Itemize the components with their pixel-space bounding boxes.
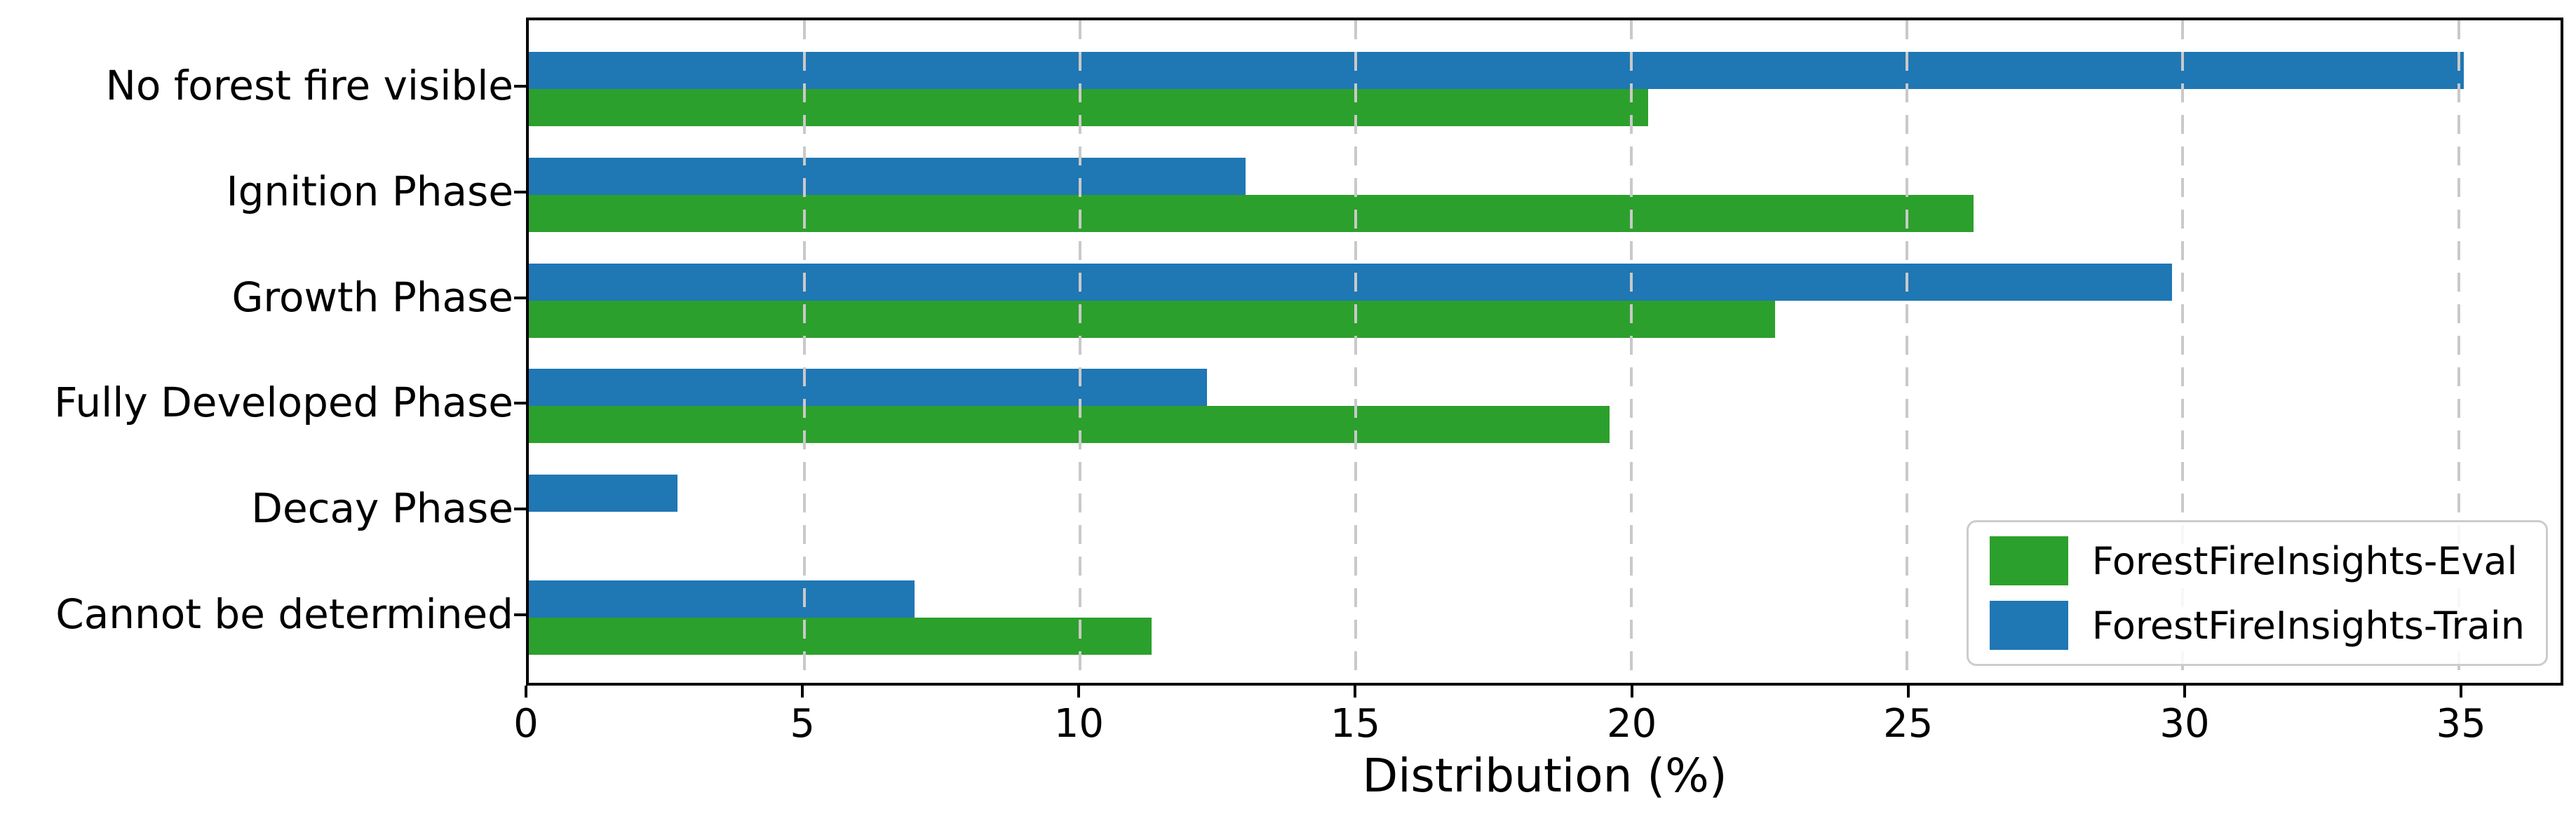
y-tick-mark (514, 508, 526, 510)
gridline (803, 20, 807, 683)
gridline (2457, 20, 2460, 683)
x-tick-mark (1630, 686, 1633, 698)
x-axis-title: Distribution (%) (1362, 749, 1727, 803)
x-tick-label: 20 (1607, 701, 1657, 747)
x-tick-mark (801, 686, 804, 698)
bar-train (529, 52, 2464, 89)
x-tick-mark (1077, 686, 1081, 698)
y-tick-label: Ignition Phase (226, 167, 513, 215)
y-tick-label: No forest fire visible (105, 62, 513, 110)
legend-label: ForestFireInsights-Eval (2091, 538, 2518, 583)
x-tick-label: 10 (1053, 701, 1104, 747)
y-tick-mark (514, 402, 526, 405)
y-tick-mark (514, 190, 526, 193)
gridline (1079, 20, 1082, 683)
gridline (1630, 20, 1633, 683)
y-tick-label: Decay Phase (251, 484, 513, 533)
x-tick-label: 35 (2436, 701, 2486, 747)
plot-area: ForestFireInsights-Eval ForestFireInsight… (526, 18, 2563, 686)
x-tick-mark (2460, 686, 2463, 698)
y-tick-label: Growth Phase (231, 273, 513, 321)
gridline (1354, 20, 1358, 683)
x-tick-label: 0 (513, 701, 539, 747)
bar-train (529, 263, 2172, 301)
bar-eval (529, 300, 1775, 338)
bar-eval (529, 89, 1648, 126)
legend-entry: ForestFireInsights-Train (1989, 601, 2525, 650)
legend-entry: ForestFireInsights-Eval (1989, 536, 2525, 585)
bar-train (529, 475, 678, 512)
y-tick-mark (514, 296, 526, 299)
y-tick-label: Fully Developed Phase (54, 379, 513, 427)
x-tick-mark (1906, 686, 1910, 698)
y-tick-mark (514, 85, 526, 88)
legend: ForestFireInsights-Eval ForestFireInsight… (1966, 520, 2548, 666)
x-tick-label: 25 (1883, 701, 1934, 747)
gridline (2181, 20, 2185, 683)
legend-label: ForestFireInsights-Train (2091, 603, 2525, 648)
gridline (1906, 20, 1909, 683)
bar-train (529, 157, 1246, 195)
x-tick-label: 5 (790, 701, 815, 747)
x-tick-label: 15 (1330, 701, 1381, 747)
bar-eval (529, 406, 1610, 444)
legend-swatch-icon (1989, 536, 2068, 585)
bar-train (529, 369, 1207, 407)
bar-eval (529, 617, 1152, 655)
bar-train (529, 580, 915, 618)
bar-eval (529, 194, 1974, 232)
x-tick-mark (2183, 686, 2186, 698)
y-tick-label: Cannot be determined (55, 590, 513, 638)
y-tick-mark (514, 613, 526, 616)
legend-swatch-icon (1989, 601, 2068, 650)
x-tick-label: 30 (2159, 701, 2210, 747)
x-tick-mark (525, 686, 527, 698)
x-tick-mark (1354, 686, 1357, 698)
